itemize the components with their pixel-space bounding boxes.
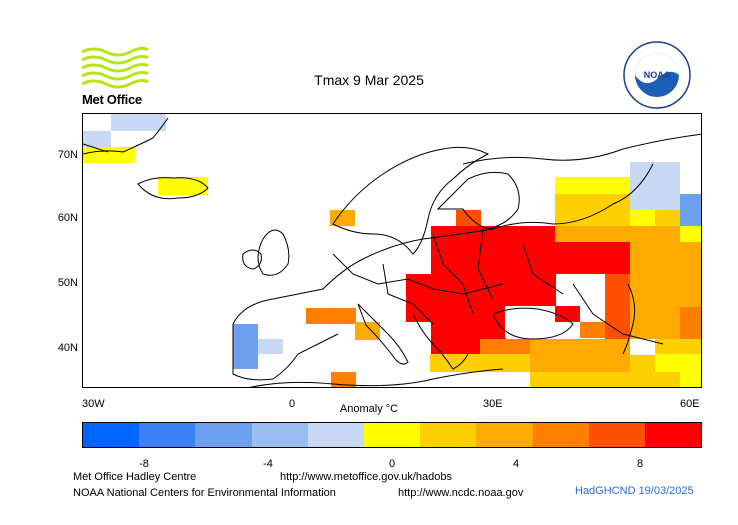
colorbar-segment [476,423,533,447]
colorbar-segment [588,423,645,447]
lat-label-60n: 60N [57,212,78,224]
lon-label-30w: 30W [82,398,105,410]
colorbar-tick: -4 [263,458,273,470]
colorbar-segment [532,423,589,447]
colorbar-segment [139,423,196,447]
colorbar-tick: 4 [512,458,520,470]
map-canvas [83,114,701,387]
met-office-wave-logo-icon [81,46,149,89]
footer-stamp: HadGHCND 19/03/2025 [575,485,694,497]
met-office-logo-text: Met Office [82,92,142,107]
lat-label-70n: 70N [57,149,78,161]
coastlines [83,117,701,387]
lat-label-50n: 50N [57,277,78,289]
colorbar-segment [195,423,252,447]
colorbar-segment [83,423,140,447]
noaa-logo-icon: NOAA [623,41,691,109]
colorbar-tick: -8 [139,458,149,470]
footer-ncei-url[interactable]: http://www.ncdc.noaa.gov [398,487,524,499]
colorbar-tick: 8 [636,458,644,470]
colorbar [82,422,702,448]
footer-hadley: Met Office Hadley Centre [73,471,197,483]
lon-label-0: 0 [289,398,296,410]
colorbar-segment [644,423,702,447]
noaa-logo-text: NOAA [644,70,671,80]
lon-label-60e: 60E [680,398,700,410]
footer-ncei: NOAA National Centers for Environmental … [73,487,336,499]
colorbar-label: Anomaly °C [339,403,399,415]
colorbar-segment [363,423,421,447]
colorbar-segment [307,423,364,447]
colorbar-segment [420,423,477,447]
lon-label-30e: 30E [483,398,503,410]
colorbar-tick: 0 [388,458,396,470]
anomaly-map [82,113,702,388]
lat-label-40n: 40N [57,342,78,354]
footer-hadley-url[interactable]: http://www.metoffice.gov.uk/hadobs [280,471,453,483]
colorbar-segment [251,423,308,447]
anomaly-cells [83,114,701,387]
map-title: Tmax 9 Mar 2025 [314,72,424,88]
